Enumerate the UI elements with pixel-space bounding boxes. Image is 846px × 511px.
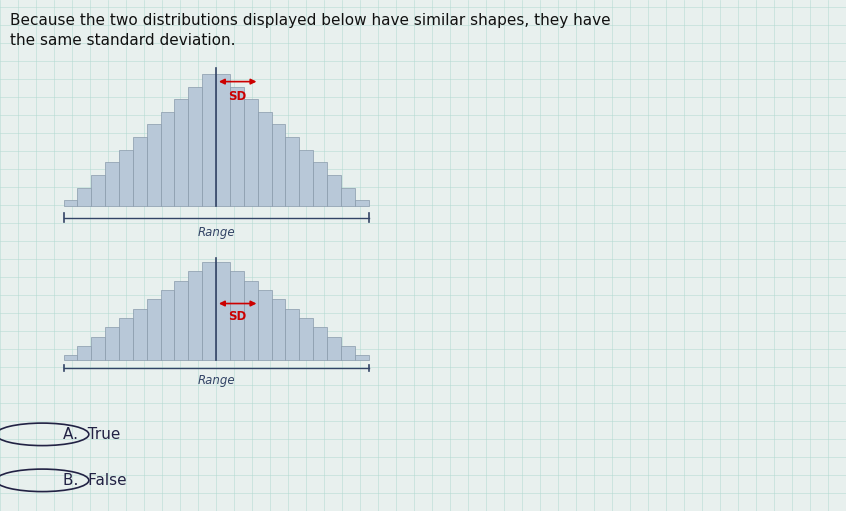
Bar — [174, 99, 189, 206]
Bar — [202, 74, 216, 206]
Bar — [285, 137, 299, 206]
Text: the same standard deviation.: the same standard deviation. — [10, 33, 236, 48]
Text: B.  False: B. False — [63, 473, 127, 488]
Bar — [77, 346, 91, 360]
Bar — [189, 87, 202, 206]
Bar — [272, 299, 285, 360]
Bar — [161, 290, 174, 360]
Bar — [313, 162, 327, 206]
Bar — [341, 188, 354, 206]
Bar — [258, 290, 272, 360]
Bar — [119, 318, 133, 360]
Bar — [189, 271, 202, 360]
Bar — [63, 355, 77, 360]
Bar — [244, 281, 258, 360]
Bar — [105, 162, 119, 206]
Bar — [146, 125, 161, 206]
Bar — [161, 112, 174, 206]
Text: SD: SD — [228, 90, 247, 103]
Bar — [354, 355, 369, 360]
Bar — [258, 112, 272, 206]
Bar — [354, 200, 369, 206]
Bar — [216, 74, 230, 206]
Bar — [119, 150, 133, 206]
Bar — [299, 150, 313, 206]
Bar — [244, 99, 258, 206]
Bar — [202, 262, 216, 360]
Bar — [230, 87, 244, 206]
Bar — [91, 175, 105, 206]
Bar — [285, 309, 299, 360]
Bar — [63, 200, 77, 206]
Bar — [327, 175, 341, 206]
Bar — [272, 125, 285, 206]
Text: Range: Range — [197, 374, 235, 387]
Text: A.  True: A. True — [63, 427, 121, 442]
Bar — [133, 137, 146, 206]
Bar — [216, 262, 230, 360]
Bar — [299, 318, 313, 360]
Bar — [341, 346, 354, 360]
Bar — [327, 337, 341, 360]
Text: SD: SD — [228, 310, 247, 322]
Text: Range: Range — [197, 226, 235, 239]
Bar — [174, 281, 189, 360]
Text: Because the two distributions displayed below have similar shapes, they have: Because the two distributions displayed … — [10, 13, 611, 28]
Bar — [105, 327, 119, 360]
Bar — [230, 271, 244, 360]
Bar — [133, 309, 146, 360]
Bar — [91, 337, 105, 360]
Bar — [146, 299, 161, 360]
Bar — [313, 327, 327, 360]
Bar — [77, 188, 91, 206]
